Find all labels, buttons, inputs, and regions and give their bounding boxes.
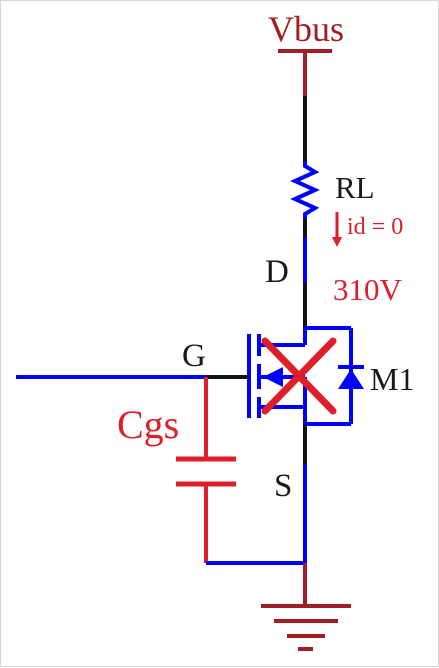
gate-label: G: [182, 338, 206, 374]
current-arrow-head: [332, 237, 342, 247]
vbus-label: Vbus: [268, 9, 344, 49]
source-label: S: [274, 468, 292, 504]
load-resistor-rl: [290, 161, 320, 219]
drain-label: D: [265, 254, 289, 290]
drain-voltage-label: 310V: [333, 272, 403, 307]
cgs-label: Cgs: [117, 402, 179, 447]
m1-label: M1: [370, 361, 414, 397]
id-label: id = 0: [347, 214, 403, 240]
mosfet-m1: [247, 326, 364, 426]
ground-symbol: [261, 604, 351, 651]
rl-label: RL: [335, 170, 375, 205]
off-cross-mark: [261, 337, 337, 415]
